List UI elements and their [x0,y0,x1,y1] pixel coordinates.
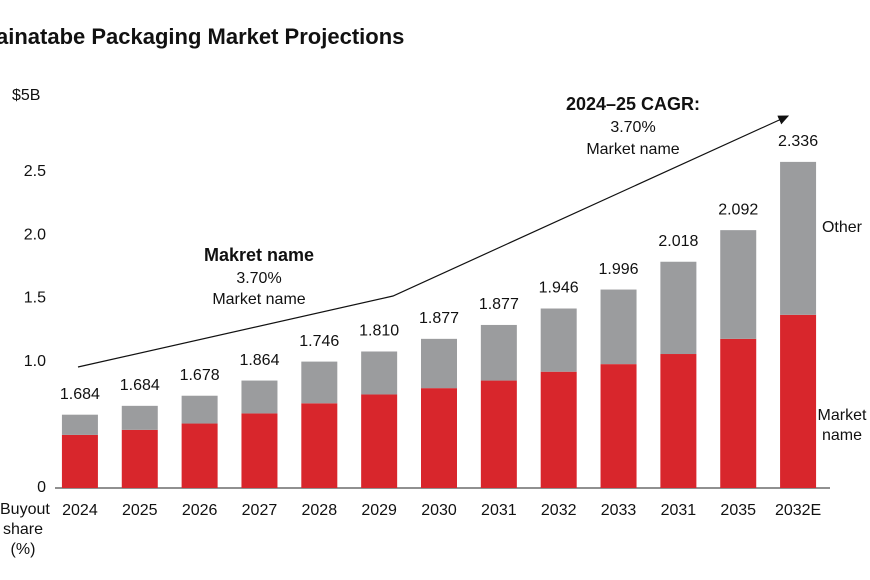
bar-segment [301,403,338,488]
y-tick-label: 1.0 [24,353,46,370]
bar-segment [540,371,577,488]
bar-segment [421,388,457,488]
x-tick-label: 2032 [541,502,577,519]
x-tick-label: 2026 [182,502,218,519]
trend-arrow [77,115,790,368]
total-label: 1.996 [599,261,639,278]
x-tick-label: 2031 [661,502,697,519]
bar-segment [301,361,338,404]
bar-segment [660,354,697,488]
x-axis-label: Buyout share (%) [0,501,50,558]
bar-segment [121,429,158,488]
bar-segment [181,395,218,424]
chart-title: ainatabe Packaging Market Projections [0,24,404,49]
bar-segment [361,394,398,488]
total-label: 1.810 [359,323,399,340]
bar-segment [61,414,98,435]
bar-segment [660,261,697,355]
bar-segment [720,230,757,339]
bar-segment [780,161,817,315]
x-tick-label: 2027 [242,502,278,519]
bar-segment [600,364,637,488]
annotation-value: 3.70% [236,270,281,287]
y-tick-label: 2.0 [24,226,46,243]
bar-segment [480,380,517,488]
total-label: 1.746 [299,333,339,350]
bar-segment [241,413,278,488]
bar-segment [421,338,457,389]
x-tick-label: 2024 [62,502,98,519]
bar-segment [540,308,577,372]
annotation-value: 3.70% [610,119,655,136]
bar-segment [720,338,757,488]
y-tick-label: 0 [37,479,46,496]
x-tick-label: 2030 [421,502,457,519]
x-tick-label: 2031 [481,502,517,519]
x-tick-label: 2029 [361,502,397,519]
x-tick-label: 2025 [122,502,158,519]
total-label: 1.678 [180,367,220,384]
legend-label: Market name [817,407,867,445]
total-label: 2.018 [658,233,698,250]
total-label: 1.946 [539,280,579,297]
bar-segment [780,314,817,488]
annotation-text: Market name [586,141,679,158]
bar-segment [361,351,398,395]
x-tick-label: 2033 [601,502,637,519]
y-tick-label: 2.5 [24,163,46,180]
total-label: 1.684 [120,377,160,394]
x-tick-label: 2035 [720,502,756,519]
total-label: 1.684 [60,386,100,403]
total-label: 2.092 [718,201,758,218]
bar-segment [600,289,637,365]
bar-segment [181,423,218,488]
x-tick-label: 2028 [302,502,338,519]
bar-segment [61,434,98,488]
bar-segment [121,405,158,430]
total-label: 1.877 [419,310,459,327]
bar-segment [480,324,517,381]
legend-label: Other [821,219,862,237]
y-unit-label: $5B [12,87,40,104]
bar-segment [241,380,278,414]
annotation-text: Market name [212,291,305,308]
total-label: 2.336 [778,133,818,150]
x-tick-label: 2032E [775,502,821,519]
annotation-title: 2024–25 CAGR: [566,94,700,114]
total-label: 1.864 [239,352,279,369]
total-label: 1.877 [479,296,519,313]
y-tick-label: 1.5 [24,290,46,307]
annotation-title: Makret name [204,245,314,265]
